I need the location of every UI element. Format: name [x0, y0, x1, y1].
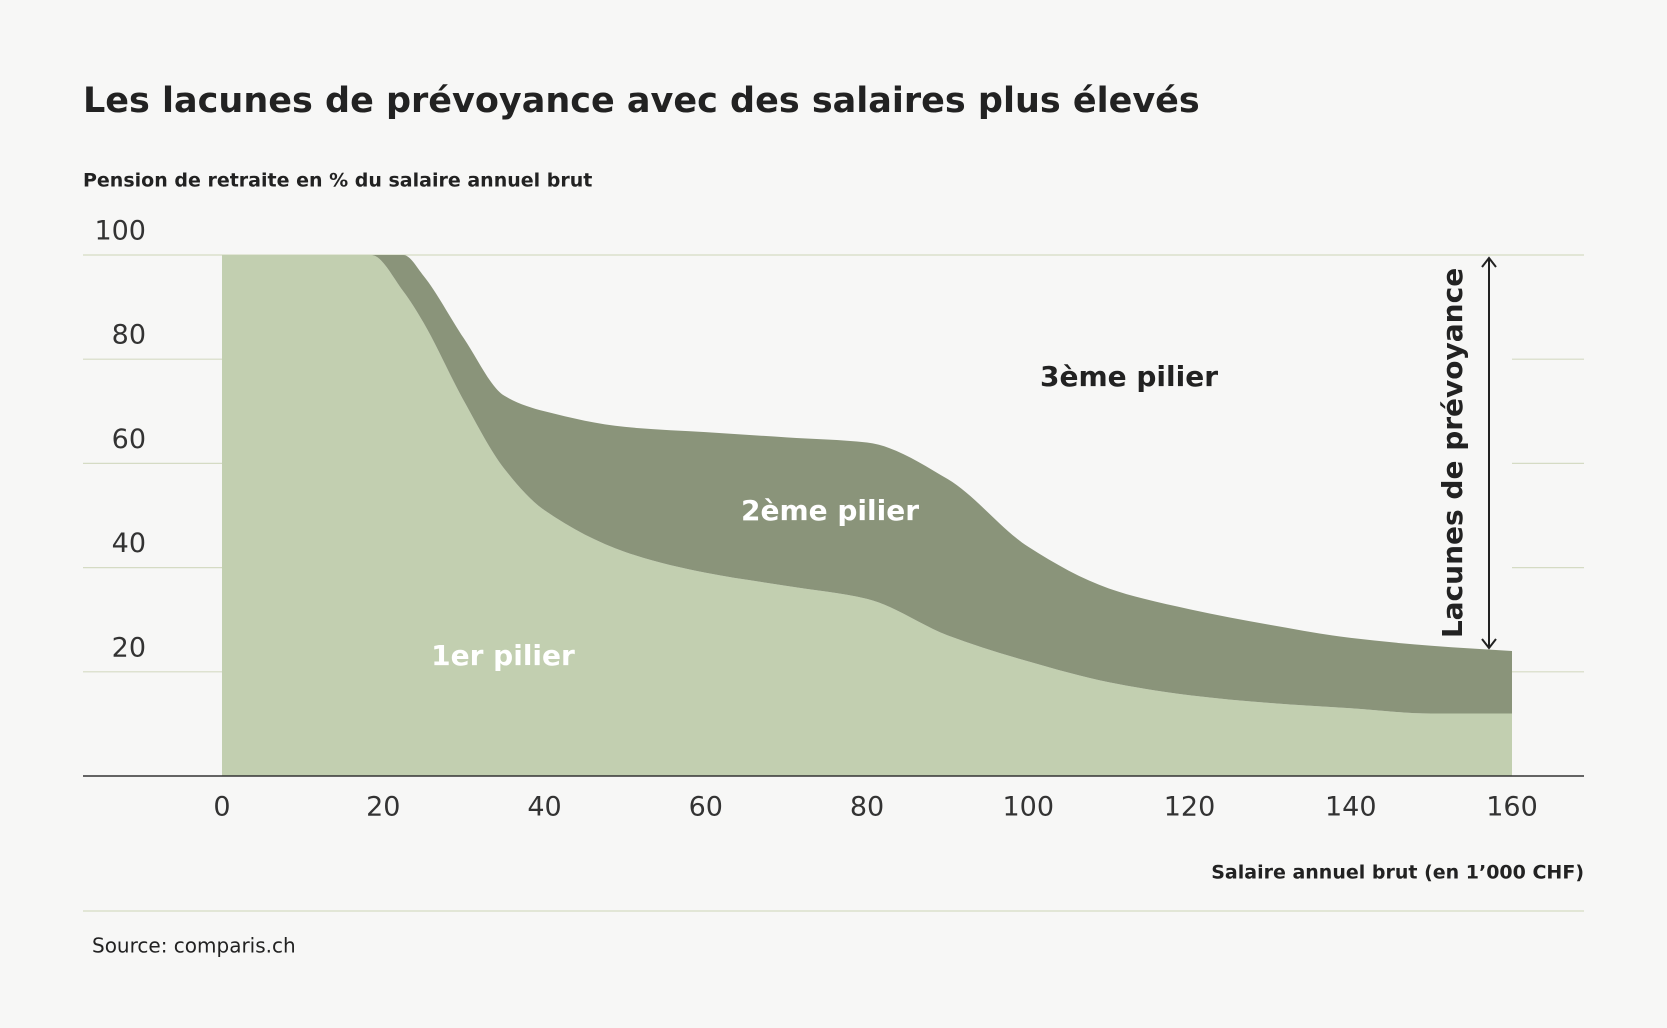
x-axis-label: Salaire annuel brut (en 1’000 CHF)	[1211, 862, 1584, 884]
x-tick-label: 120	[1164, 792, 1216, 823]
y-tick-label: 80	[112, 320, 146, 351]
x-tick-label: 0	[213, 792, 230, 823]
x-tick-label: 20	[366, 792, 400, 823]
arrow-head	[1481, 256, 1497, 268]
x-tick-label: 80	[850, 792, 884, 823]
x-tick-label: 160	[1486, 792, 1538, 823]
series-label: 1er pilier	[431, 639, 575, 672]
series-label: 2ème pilier	[741, 494, 919, 527]
x-tick-label: 40	[527, 792, 561, 823]
y-tick-label: 60	[112, 424, 146, 455]
annotation: 3ème pilier	[1040, 360, 1218, 393]
y-tick-label: 20	[112, 632, 146, 663]
y-tick-label: 40	[112, 528, 146, 559]
x-tick-label: 100	[1002, 792, 1054, 823]
arrow-head	[1481, 638, 1497, 650]
x-tick-label: 140	[1325, 792, 1377, 823]
chart-title: Les lacunes de prévoyance avec des salai…	[83, 81, 1200, 121]
source: Source: comparis.ch	[92, 934, 296, 958]
y-axis-label: Pension de retraite en % du salaire annu…	[83, 170, 592, 192]
area	[222, 255, 1512, 714]
area	[222, 255, 1512, 776]
annotation: Lacunes de prévoyance	[1436, 268, 1469, 638]
x-tick-label: 60	[689, 792, 723, 823]
y-tick-label: 100	[94, 216, 146, 247]
